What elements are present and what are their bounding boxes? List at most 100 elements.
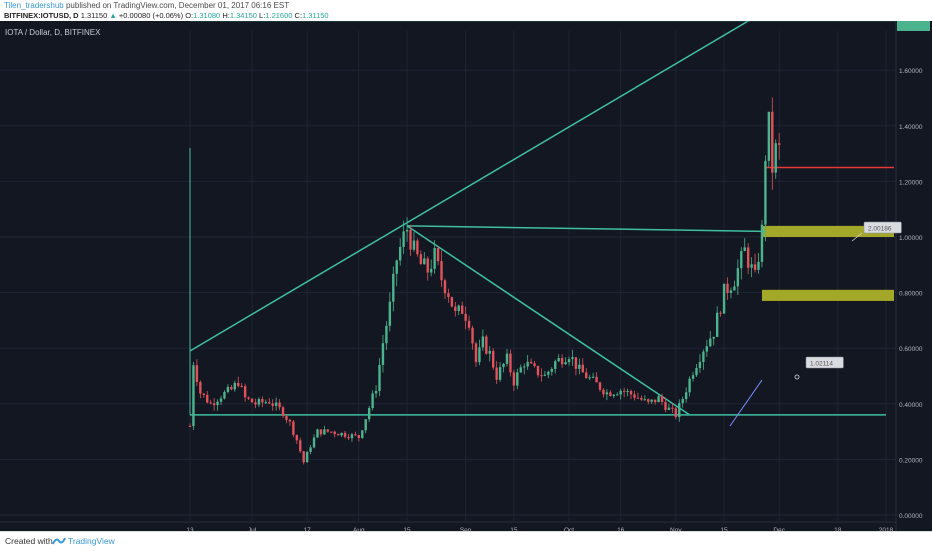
x-tick-label: 17	[304, 527, 312, 531]
candle-body	[667, 407, 671, 410]
candle-body	[671, 407, 674, 409]
candle-body	[264, 402, 268, 404]
candle-body	[423, 258, 426, 265]
candle-body	[657, 396, 660, 403]
candle-body	[450, 297, 454, 307]
candle-body	[760, 224, 764, 262]
published-text: published on TradingView.com, December 0…	[65, 1, 290, 10]
candle-body	[674, 408, 678, 418]
candle-body	[206, 394, 209, 403]
candle-body	[774, 143, 777, 173]
candle-body	[505, 353, 509, 364]
candle-body	[216, 401, 219, 406]
candle-body	[230, 386, 233, 390]
candle-body	[550, 369, 553, 372]
candle-body	[678, 403, 681, 418]
price-chart[interactable]: IOTA / Dollar, D, BITFINEX 0.00000 0.2000…	[0, 21, 932, 531]
candle-body	[581, 364, 584, 373]
x-tick-label: 13	[186, 527, 194, 531]
high-label: H:	[222, 11, 230, 20]
candle-body	[554, 361, 557, 370]
candle-body	[516, 372, 519, 386]
candle-body	[257, 399, 261, 405]
x-tick-label: 15	[403, 527, 411, 531]
candle-body	[192, 365, 195, 427]
y-tick-label: 0.20000	[899, 457, 923, 464]
candle-body	[440, 261, 443, 281]
candle-body	[574, 357, 578, 369]
high-value: 1.34150	[229, 11, 257, 20]
candle-body	[361, 430, 364, 439]
low-value: 1.21600	[265, 11, 293, 20]
candle-body	[378, 364, 381, 392]
mid-price-anchor	[794, 374, 800, 380]
candle-body	[336, 434, 340, 436]
candle-body	[767, 111, 771, 161]
candle-body	[250, 398, 254, 403]
tradingview-brand-link[interactable]: TradingView	[68, 536, 115, 546]
candle-body	[330, 431, 333, 433]
candle-body	[316, 429, 319, 438]
candle-body	[523, 366, 526, 368]
candle-body	[385, 325, 388, 344]
candle-body	[736, 268, 740, 287]
candle-body	[664, 401, 667, 410]
candle-body	[536, 365, 540, 376]
candle-body	[454, 306, 457, 311]
candle-body	[295, 434, 299, 441]
candle-body	[609, 392, 612, 397]
candle-body	[729, 290, 733, 293]
candle-body	[502, 363, 505, 368]
candle-body	[626, 390, 629, 392]
candle-body	[764, 160, 767, 225]
candle-body	[381, 343, 385, 365]
candle-body	[602, 389, 605, 395]
candle-body	[212, 403, 216, 406]
candle-body	[412, 240, 416, 250]
candle-body	[247, 397, 250, 399]
y-tick-label: 1.60000	[899, 68, 923, 75]
candle-body	[547, 371, 550, 375]
mid-price-label-box	[805, 356, 844, 369]
candle-body	[240, 386, 243, 388]
support-zone-lower	[761, 289, 894, 301]
candle-body	[429, 268, 433, 273]
candle-body	[585, 372, 588, 379]
x-tick-label: Oct	[564, 527, 574, 531]
x-tick-label: Dec	[773, 527, 785, 531]
candle-body	[323, 429, 326, 435]
x-tick-label: 2018	[879, 527, 894, 531]
candle-body	[495, 367, 498, 380]
author-link[interactable]: Tilen_tradershub	[4, 1, 64, 10]
candle-body	[709, 338, 712, 347]
candle-body	[302, 451, 305, 463]
candle-body	[416, 240, 419, 255]
candle-body	[443, 280, 447, 294]
candle-body	[750, 264, 753, 268]
candle-body	[702, 351, 705, 362]
publish-line: Tilen_tradershub published on TradingVie…	[4, 1, 289, 10]
candle-body	[354, 434, 357, 436]
candle-body	[753, 264, 757, 270]
chart-header: Tilen_tradershub published on TradingVie…	[0, 0, 932, 21]
y-tick-label: 0.00000	[899, 513, 923, 520]
close-value: 1.31150	[302, 11, 329, 20]
candle-body	[202, 393, 205, 395]
candle-body	[629, 390, 633, 395]
candle-body	[199, 382, 202, 394]
candle-body	[367, 408, 371, 420]
chart-panel[interactable]: IOTA / Dollar, D, BITFINEX 0.00000 0.2000…	[0, 21, 932, 531]
candle-body	[371, 393, 374, 409]
candle-body	[243, 386, 247, 398]
candle-body	[343, 432, 347, 437]
y-tick-label: 0.80000	[899, 291, 923, 298]
trendline-ascending	[189, 21, 750, 352]
candle-body	[722, 283, 726, 314]
candle-body	[509, 353, 512, 373]
y-tick-label: 1.40000	[899, 124, 923, 131]
candle-body	[471, 327, 474, 344]
x-tick-label: Aug	[353, 527, 365, 531]
candle-body	[288, 419, 292, 422]
candle-body	[350, 434, 354, 439]
candle-body	[254, 402, 257, 405]
